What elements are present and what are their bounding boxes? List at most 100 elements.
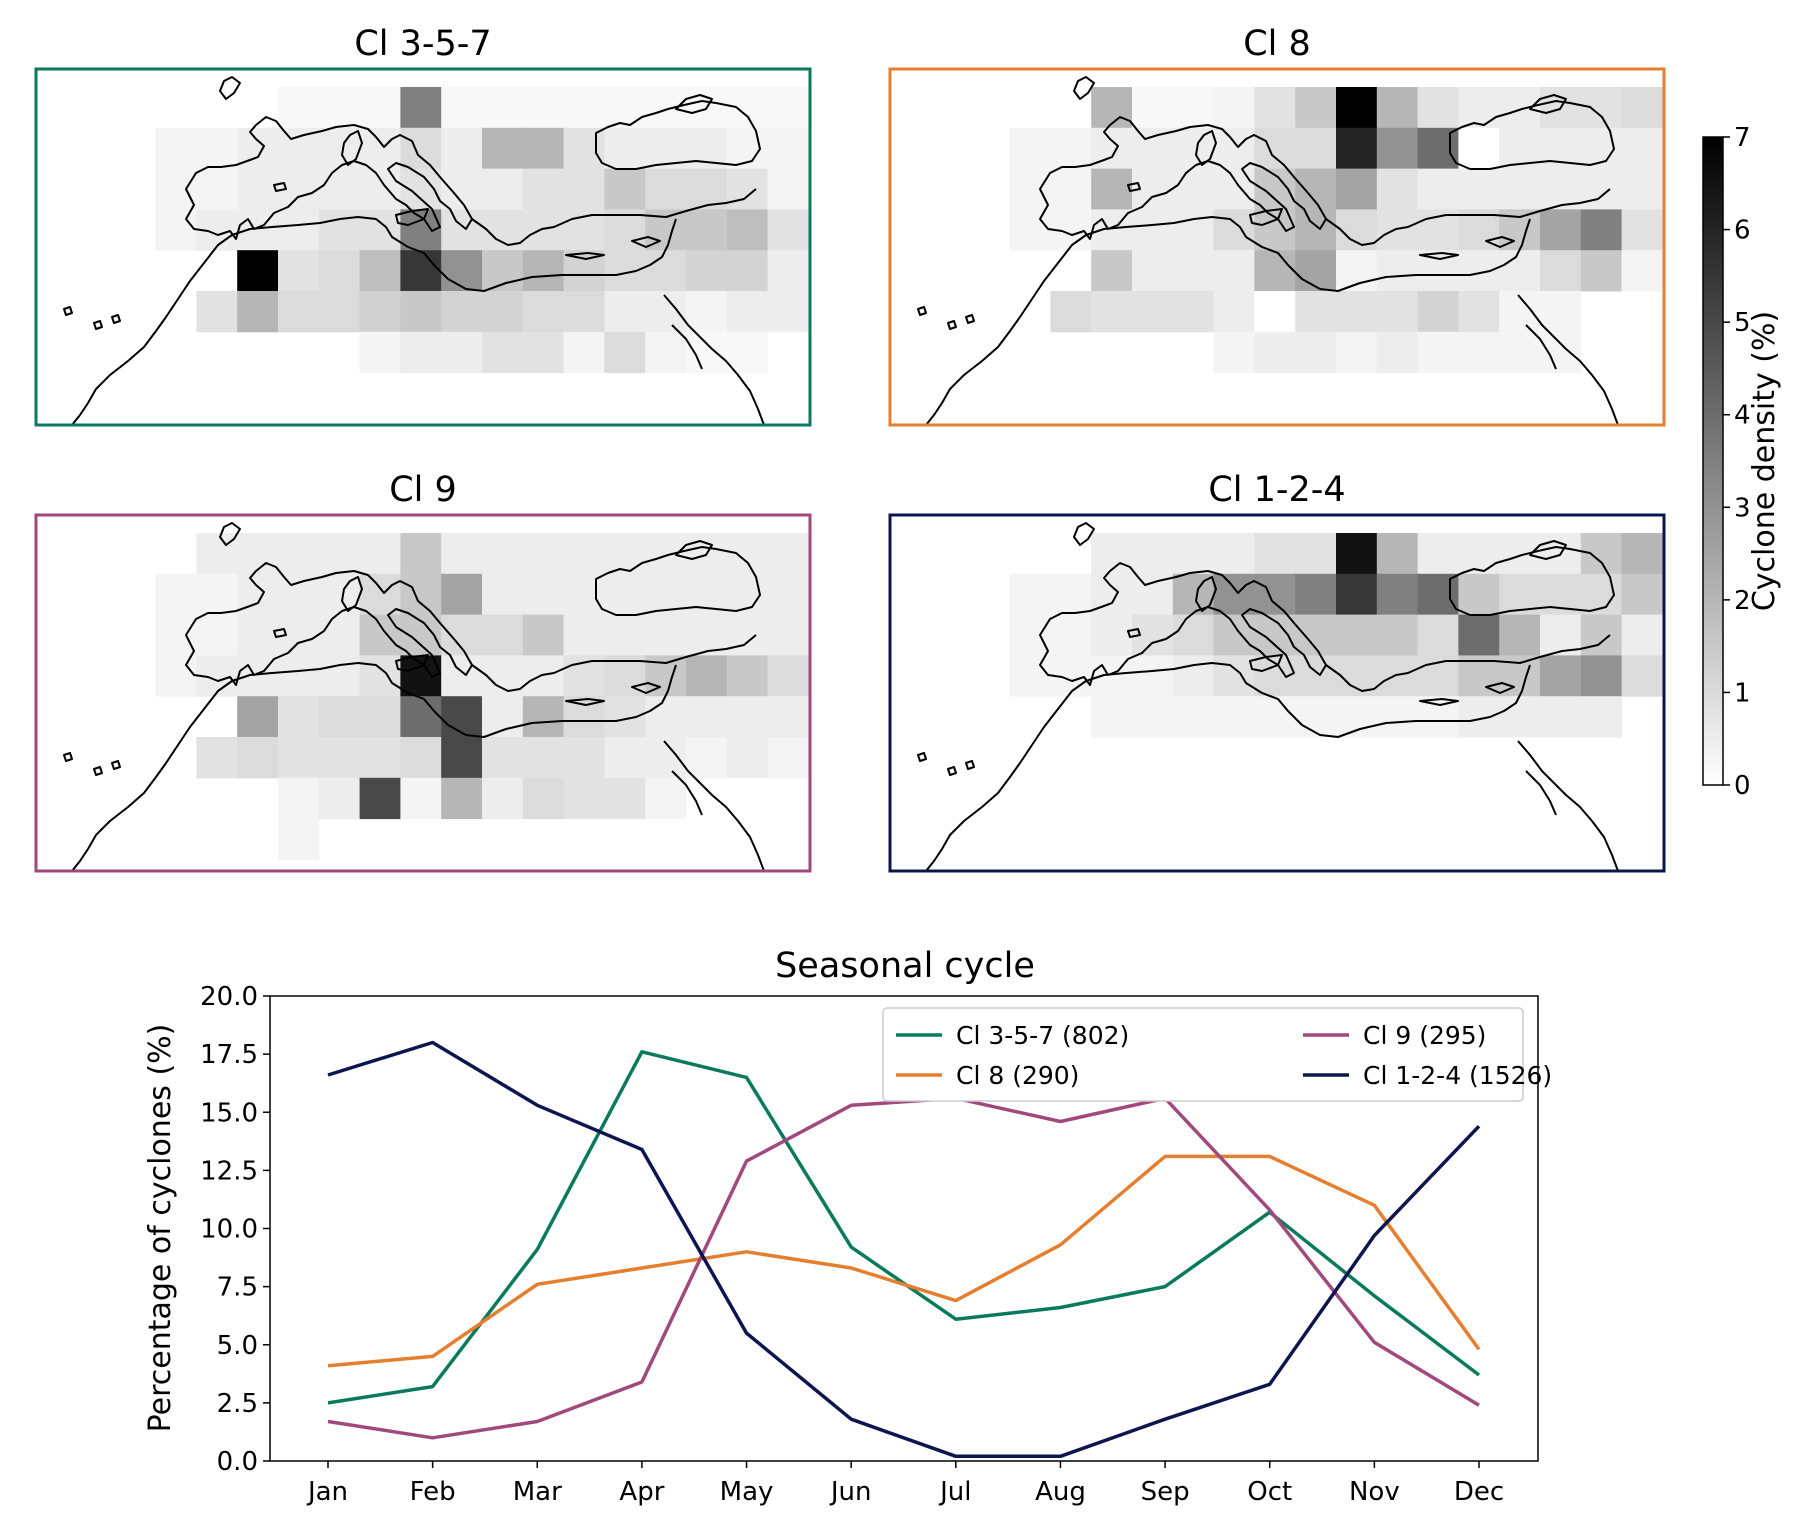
coastline-path — [925, 662, 1531, 872]
density-cell — [1417, 87, 1459, 129]
density-cell — [441, 573, 483, 616]
density-cell — [1580, 209, 1623, 251]
density-cell — [1213, 168, 1255, 210]
density-cell — [1458, 573, 1500, 616]
density-cell — [359, 573, 401, 616]
coastline-path — [675, 94, 713, 114]
density-cell — [1213, 696, 1255, 738]
density-cell — [1009, 614, 1051, 656]
coastline-path — [273, 628, 287, 638]
density-cell — [359, 737, 401, 779]
coastline-path — [1073, 76, 1095, 100]
density-cell — [155, 655, 197, 697]
density-cell — [400, 87, 442, 129]
density-cell — [726, 87, 769, 129]
density-cell — [318, 87, 361, 129]
y-tick-label: 0.0 — [217, 1447, 258, 1477]
colorbar-tick-label: 4 — [1734, 401, 1751, 431]
density-cell — [441, 777, 483, 820]
density-cell — [1540, 209, 1582, 251]
density-cell — [318, 209, 361, 251]
density-cell — [318, 291, 361, 333]
density-cell — [1172, 614, 1215, 656]
density-cell — [278, 209, 320, 251]
map-title: Cl 3-5-7 — [354, 24, 491, 64]
density-cell — [604, 87, 646, 129]
density-cell — [482, 87, 524, 129]
coastline-path — [273, 182, 287, 192]
density-cell — [1132, 87, 1174, 129]
density-cell — [1213, 655, 1255, 697]
x-tick-label: Sep — [1141, 1477, 1190, 1507]
density-cell — [522, 250, 565, 292]
density-cell — [359, 777, 401, 820]
coastline-path — [1249, 654, 1283, 672]
density-cell — [359, 127, 401, 170]
x-tick-label: Dec — [1454, 1477, 1504, 1507]
density-cell — [1254, 87, 1296, 129]
density-cell — [726, 209, 769, 251]
series-lines — [327, 1040, 1481, 1459]
density-cell — [1376, 209, 1419, 251]
density-cell — [318, 737, 361, 779]
density-cell — [318, 777, 361, 820]
density-cell — [359, 209, 401, 251]
density-cell — [278, 87, 320, 129]
density-cell — [359, 533, 401, 575]
density-cell — [1254, 573, 1296, 616]
density-cell — [1091, 696, 1133, 738]
density-cell — [237, 168, 279, 210]
colorbar-tick-label: 6 — [1734, 216, 1751, 246]
density-cell — [237, 250, 279, 292]
density-cell — [1417, 291, 1459, 333]
density-cell — [1336, 573, 1378, 616]
coastline-path — [1485, 682, 1515, 694]
density-cell — [196, 573, 238, 616]
density-cell — [441, 250, 483, 292]
density-cell — [726, 614, 769, 656]
density-cell — [278, 737, 320, 779]
density-cell — [1050, 614, 1092, 656]
density-cell — [441, 737, 483, 779]
density-cell — [1336, 87, 1378, 129]
density-cells — [155, 533, 809, 860]
density-cells — [155, 87, 809, 374]
density-cell — [441, 127, 483, 170]
density-cell — [1336, 696, 1378, 738]
density-cell — [482, 533, 524, 575]
density-cell — [726, 696, 769, 738]
density-cell — [1009, 168, 1051, 210]
map-title: Cl 1-2-4 — [1208, 470, 1345, 510]
coastline-path — [1325, 634, 1611, 692]
density-cell — [522, 209, 565, 251]
density-cell — [1009, 209, 1051, 251]
y-axis-label: Percentage of cyclones (%) — [143, 1024, 178, 1433]
density-cell — [1376, 696, 1419, 738]
coastline-path — [917, 306, 975, 330]
density-cell — [1417, 331, 1459, 374]
density-cell — [1336, 331, 1378, 374]
coastline-path — [565, 698, 605, 706]
density-cell — [278, 696, 320, 738]
density-cell — [645, 87, 687, 129]
density-cell — [1499, 614, 1541, 656]
density-cell — [1499, 696, 1541, 738]
density-cell — [1376, 573, 1419, 616]
density-cell — [400, 696, 442, 738]
density-cell — [563, 331, 605, 374]
density-cell — [645, 331, 687, 374]
density-cell — [1621, 250, 1663, 292]
coastline-path — [1525, 324, 1557, 370]
density-cell — [400, 250, 442, 292]
density-cell — [482, 696, 524, 738]
density-cell — [278, 127, 320, 170]
density-cell — [1172, 87, 1215, 129]
coastline-path — [1073, 522, 1095, 546]
density-cell — [686, 250, 728, 292]
legend-label: Cl 8 (290) — [956, 1061, 1079, 1090]
density-cell — [196, 291, 238, 333]
coastline-path — [1517, 294, 1619, 426]
y-tick-label: 15.0 — [200, 1098, 258, 1128]
density-cell — [1458, 250, 1500, 292]
density-cell — [1213, 331, 1255, 374]
